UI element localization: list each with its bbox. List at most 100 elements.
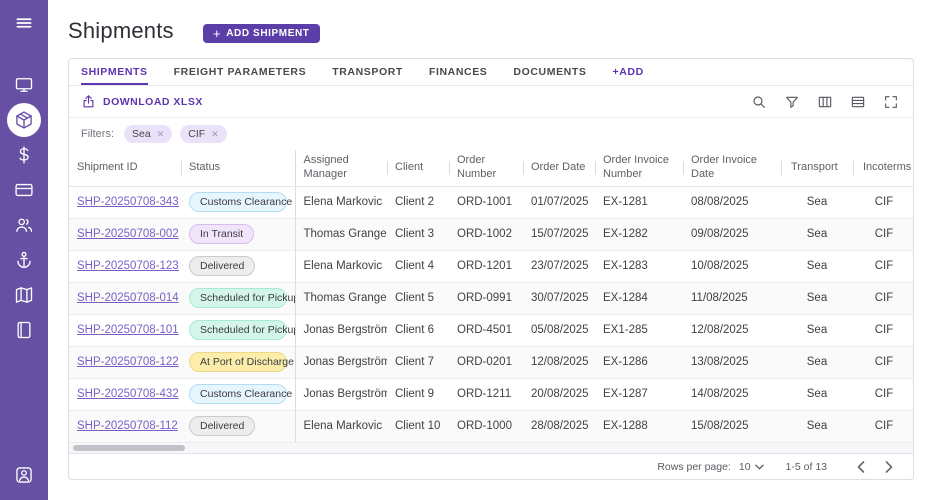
cell-incoterms: CIF [853, 378, 914, 410]
plus-icon: + [213, 27, 221, 40]
menu-icon[interactable] [7, 6, 41, 40]
col-header-status[interactable]: Status [181, 150, 295, 186]
users-icon[interactable] [7, 208, 41, 242]
rows-per-page-select[interactable]: 10 [739, 461, 764, 473]
table-row[interactable]: SHP-20250708-002 In Transit Thomas Grang… [69, 218, 914, 250]
filters-label: Filters: [81, 128, 114, 140]
cell-invoice-date: 15/08/2025 [683, 410, 781, 442]
cell-client: Client 5 [387, 282, 449, 314]
search-icon[interactable] [751, 94, 767, 110]
cell-invoice-date: 09/08/2025 [683, 218, 781, 250]
next-page-icon[interactable] [879, 459, 899, 475]
add-shipment-label: ADD SHIPMENT [226, 28, 309, 39]
horizontal-scrollbar[interactable] [69, 442, 913, 453]
shipment-id-link[interactable]: SHP-20250708-112 [77, 420, 178, 432]
tab-transport[interactable]: TRANSPORT [332, 59, 403, 85]
tab-documents[interactable]: DOCUMENTS [513, 59, 586, 85]
chevron-down-icon [755, 464, 764, 470]
chip-close-icon[interactable]: ✕ [157, 129, 165, 140]
columns-icon[interactable] [817, 94, 833, 110]
shipment-id-link[interactable]: SHP-20250708-014 [77, 292, 179, 304]
cell-invoice-number: EX-1282 [595, 218, 683, 250]
page-header: Shipments + ADD SHIPMENT [48, 0, 933, 58]
tab-freight-parameters[interactable]: FREIGHT PARAMETERS [174, 59, 307, 85]
cell-invoice-number: EX-1283 [595, 250, 683, 282]
book-icon[interactable] [7, 313, 41, 347]
shipment-id-link[interactable]: SHP-20250708-432 [77, 388, 179, 400]
download-xlsx-button[interactable]: DOWNLOAD XLSX [81, 94, 203, 109]
filter-chip-sea[interactable]: Sea ✕ [124, 125, 172, 143]
cell-incoterms: CIF [853, 282, 914, 314]
cell-order-date: 05/08/2025 [523, 314, 595, 346]
cell-order-number: ORD-1001 [449, 186, 523, 218]
anchor-icon[interactable] [7, 243, 41, 277]
cell-transport: Sea [781, 346, 853, 378]
credit-card-icon[interactable] [7, 173, 41, 207]
add-shipment-button[interactable]: + ADD SHIPMENT [203, 24, 320, 43]
cell-manager: Jonas Bergström [295, 378, 387, 410]
table-row[interactable]: SHP-20250708-123 Delivered Elena Markovi… [69, 250, 914, 282]
table-row[interactable]: SHP-20250708-343 Customs Clearance Elena… [69, 186, 914, 218]
cell-order-date: 20/08/2025 [523, 378, 595, 410]
cell-order-date: 30/07/2025 [523, 282, 595, 314]
cell-client: Client 2 [387, 186, 449, 218]
cell-transport: Sea [781, 218, 853, 250]
cell-order-number: ORD-1211 [449, 378, 523, 410]
shipment-id-link[interactable]: SHP-20250708-123 [77, 260, 179, 272]
cell-transport: Sea [781, 186, 853, 218]
dollar-icon[interactable] [7, 138, 41, 172]
fullscreen-icon[interactable] [883, 94, 899, 110]
table-row[interactable]: SHP-20250708-432 Customs Clearance Jonas… [69, 378, 914, 410]
cell-incoterms: CIF [853, 410, 914, 442]
filter-chip-cif[interactable]: CIF ✕ [180, 125, 226, 143]
col-header-client[interactable]: Client [387, 150, 449, 186]
col-header-transport[interactable]: Transport [781, 150, 853, 186]
cell-order-number: ORD-1201 [449, 250, 523, 282]
col-header-assigned-manager[interactable]: Assigned Manager [295, 150, 387, 186]
tab-shipments[interactable]: SHIPMENTS [81, 59, 148, 85]
package-icon[interactable] [7, 103, 41, 137]
tab-bar: SHIPMENTS FREIGHT PARAMETERS TRANSPORT F… [69, 59, 913, 86]
col-header-order-date[interactable]: Order Date [523, 150, 595, 186]
cell-invoice-date: 10/08/2025 [683, 250, 781, 282]
shipment-id-link[interactable]: SHP-20250708-101 [77, 324, 179, 336]
cell-invoice-number: EX-1287 [595, 378, 683, 410]
tab-add[interactable]: +ADD [613, 59, 644, 85]
table-wrap: Shipment ID Status Assigned Manager Clie… [69, 150, 913, 442]
cell-order-number: ORD-0201 [449, 346, 523, 378]
map-icon[interactable] [7, 278, 41, 312]
cell-order-number: ORD-1000 [449, 410, 523, 442]
sidebar [0, 0, 48, 500]
cell-transport: Sea [781, 282, 853, 314]
filter-icon[interactable] [784, 94, 800, 110]
shipment-id-link[interactable]: SHP-20250708-343 [77, 196, 179, 208]
table-row[interactable]: SHP-20250708-101 Scheduled for Pickup Jo… [69, 314, 914, 346]
status-badge: Scheduled for Pickup [189, 320, 287, 340]
col-header-incoterms[interactable]: Incoterms [853, 150, 914, 186]
table-row[interactable]: SHP-20250708-112 Delivered Elena Markovi… [69, 410, 914, 442]
table-body: SHP-20250708-343 Customs Clearance Elena… [69, 186, 914, 442]
col-header-order-number[interactable]: Order Number [449, 150, 523, 186]
col-header-order-invoice-number[interactable]: Order Invoice Number [595, 150, 683, 186]
density-icon[interactable] [850, 94, 866, 110]
previous-page-icon[interactable] [851, 459, 871, 475]
col-header-shipment-id[interactable]: Shipment ID [69, 150, 181, 186]
shipment-id-link[interactable]: SHP-20250708-122 [77, 356, 179, 368]
table-row[interactable]: SHP-20250708-014 Scheduled for Pickup Th… [69, 282, 914, 314]
status-badge: At Port of Discharge [189, 352, 287, 372]
shipment-id-link[interactable]: SHP-20250708-002 [77, 228, 179, 240]
chip-close-icon[interactable]: ✕ [211, 129, 219, 140]
col-header-order-invoice-date[interactable]: Order Invoice Date [683, 150, 781, 186]
scrollbar-thumb[interactable] [73, 445, 185, 451]
cell-invoice-date: 12/08/2025 [683, 314, 781, 346]
monitor-icon[interactable] [7, 68, 41, 102]
cell-manager: Elena Markovic [295, 410, 387, 442]
cell-manager: Thomas Granger [295, 282, 387, 314]
cell-invoice-number: EX-1281 [595, 186, 683, 218]
table-row[interactable]: SHP-20250708-122 At Port of Discharge Jo… [69, 346, 914, 378]
account-icon[interactable] [7, 458, 41, 492]
cell-manager: Thomas Granger [295, 218, 387, 250]
pagination-range: 1-5 of 13 [786, 461, 827, 473]
tab-finances[interactable]: FINANCES [429, 59, 487, 85]
cell-client: Client 6 [387, 314, 449, 346]
